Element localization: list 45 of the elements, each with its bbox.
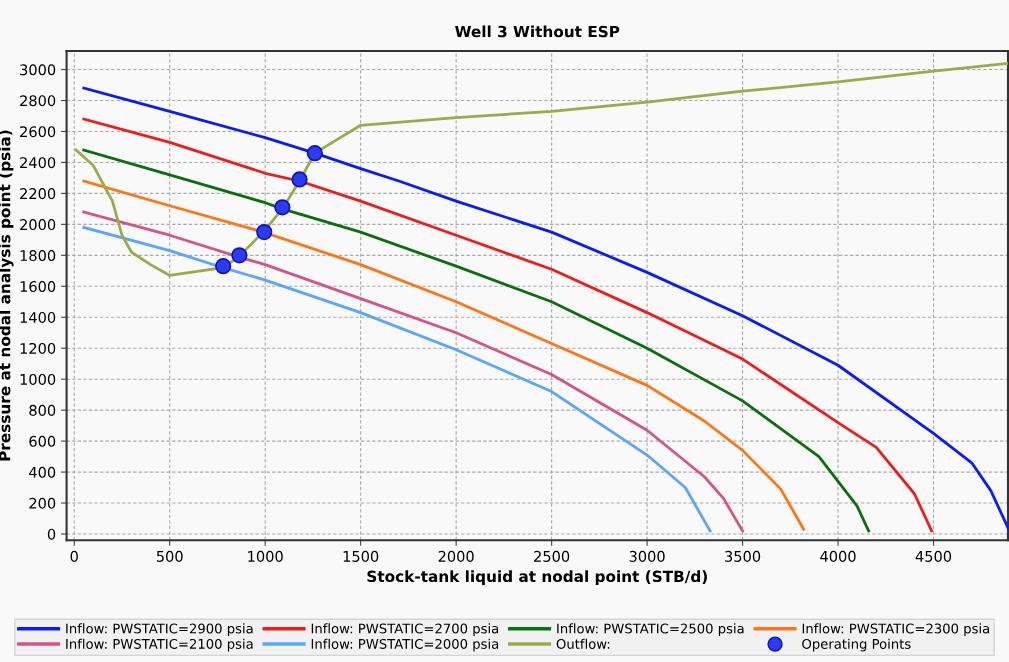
y-tick-label: 3000 [20, 64, 56, 76]
y-tick-label: 2400 [20, 157, 56, 169]
legend-label: Inflow: PWSTATIC=2300 psia [802, 623, 990, 637]
y-tick-label: 800 [29, 404, 56, 416]
legend-label: Inflow: PWSTATIC=2700 psia [311, 623, 499, 637]
x-tick-label: 2000 [438, 550, 474, 562]
x-tick-label: 4500 [915, 550, 952, 562]
x-tick-label: 3000 [629, 550, 665, 562]
x-axis-title: Stock-tank liquid at nodal point (STB/d) [367, 570, 707, 586]
y-tick-label: 0 [47, 528, 56, 540]
point [215, 258, 232, 275]
x-tick-label: 1000 [248, 550, 283, 562]
line-series [74, 61, 1008, 277]
point [306, 145, 323, 162]
y-tick-label: 2800 [20, 95, 56, 107]
legend-label: Inflow: PWSTATIC=2500 psia [557, 623, 744, 637]
line-series [82, 86, 1008, 530]
y-tick-label: 2200 [20, 188, 56, 200]
chart-title: Well 3 Without ESP [455, 25, 620, 38]
x-tick-label: 500 [156, 550, 183, 562]
y-tick-label: 200 [29, 497, 56, 509]
legend-label: Outflow: [556, 638, 610, 649]
point [274, 199, 291, 216]
y-tick-label: 1000 [20, 373, 56, 385]
point [291, 171, 308, 188]
y-tick-label: 2000 [20, 219, 56, 231]
legend-label: Operating Points [802, 638, 911, 652]
x-tick-label: 0 [70, 550, 78, 562]
y-tick-label: 600 [29, 435, 56, 447]
y-tick-label: 400 [29, 466, 56, 478]
y-tick-label: 2600 [20, 126, 56, 138]
x-tick-label: 1500 [343, 550, 379, 562]
legend-label: Inflow: PWSTATIC=2900 psia [66, 623, 253, 637]
point [231, 247, 248, 264]
y-tick-label: 1200 [20, 342, 56, 354]
y-tick-label: 1600 [20, 281, 56, 293]
point [256, 223, 273, 241]
line-series [82, 179, 806, 531]
x-tick-label: 2500 [534, 550, 570, 562]
y-tick-label: 1800 [20, 250, 56, 262]
y-tick-label: 1400 [20, 311, 56, 324]
x-tick-label: 4000 [820, 550, 856, 562]
legend-label: Inflow: PWSTATIC=2100 psia [66, 638, 253, 652]
x-tick-label: 3500 [725, 550, 761, 562]
legend-label: Inflow: PWSTATIC=2000 psia [311, 638, 499, 652]
